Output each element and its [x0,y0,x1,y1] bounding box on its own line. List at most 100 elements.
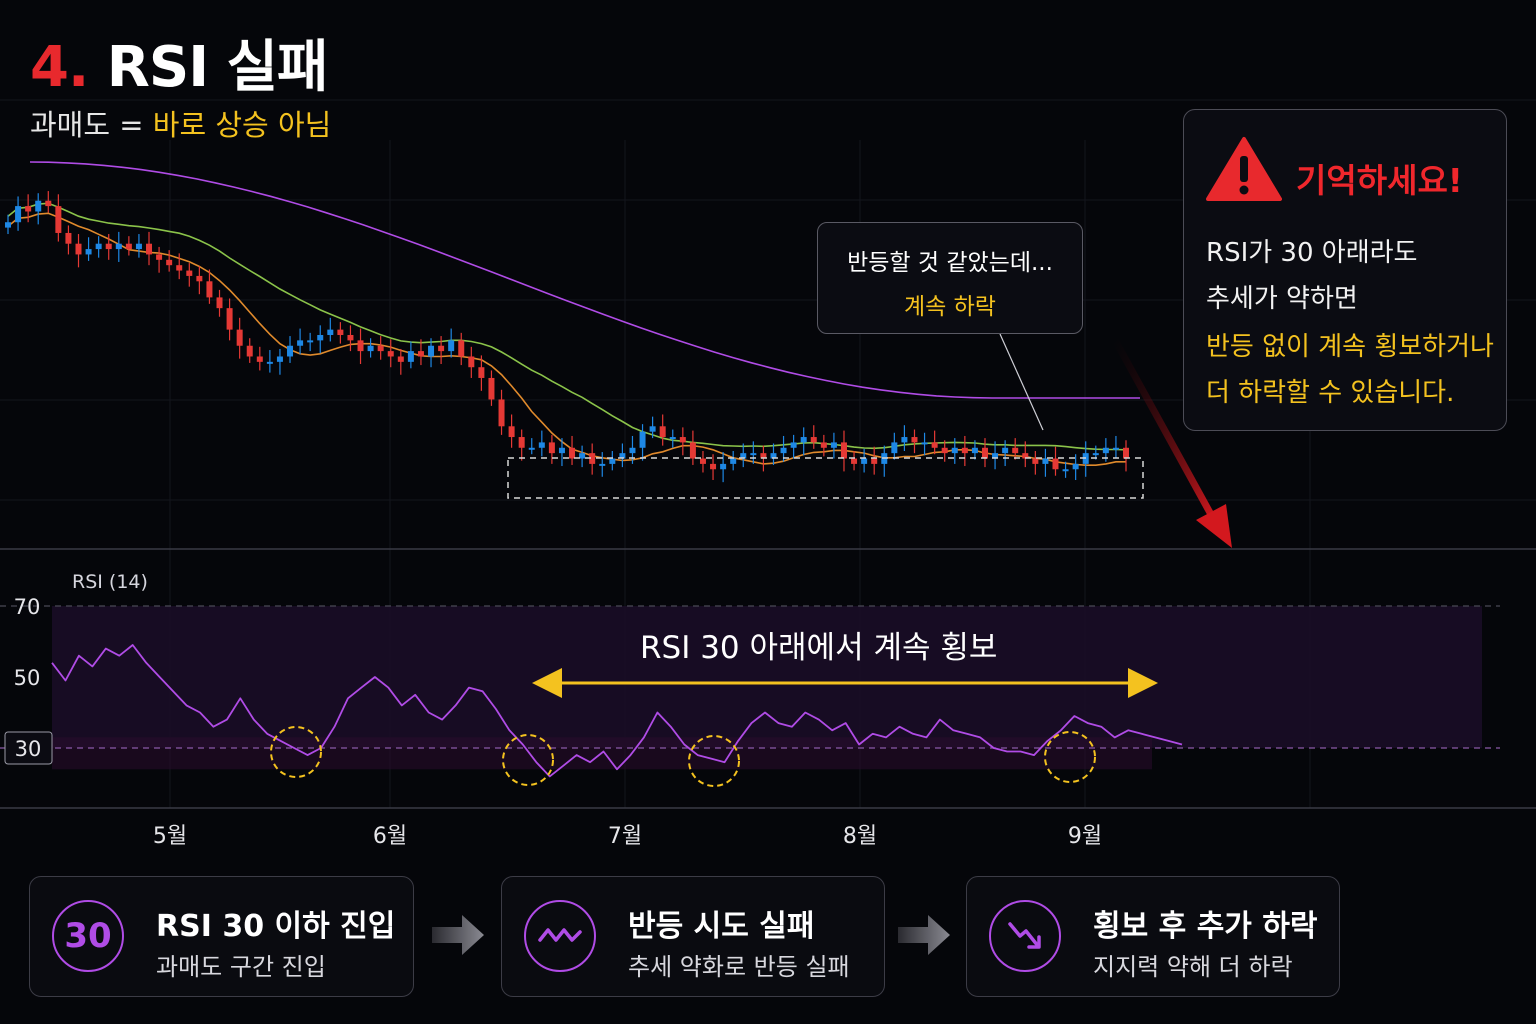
candle [679,427,686,456]
step-card-1: 30 RSI 30 이하 진입 과매도 구간 진입 [29,876,414,997]
rsi-line [51,644,1183,778]
candle [609,451,616,471]
candle [871,446,878,475]
candle [992,441,999,470]
rsi-30-badge [4,731,53,765]
candle [1022,441,1029,468]
candle [689,430,696,465]
candle [55,194,62,242]
candle [730,451,737,471]
candle [740,443,747,468]
candle [357,328,364,364]
candle [1042,448,1049,477]
candle [750,441,757,464]
candle [861,448,868,473]
candle [508,414,515,448]
trend-down-icon [989,900,1061,972]
candle [820,434,827,457]
candle [297,328,304,355]
candle [146,231,153,266]
step-card-3: 횡보 후 추가 하락 지지력 약해 더 하락 [966,876,1340,997]
step-1-title: RSI 30 이하 진입 [156,909,396,944]
candle [45,191,52,213]
candle [468,346,475,378]
candle [85,237,92,261]
step-arrow-2 [898,915,950,955]
x-axis: 5월 6월 7월 8월 9월 [153,824,1102,849]
candle [115,231,122,262]
candle [1082,441,1089,477]
candle [1002,440,1009,467]
candle [417,339,424,366]
candle [639,424,646,461]
down-arrow [1111,338,1218,522]
step-3-title: 횡보 후 추가 하락 [1093,909,1318,944]
candle [458,332,465,366]
oversold-marker [688,735,740,787]
memo-line-1: RSI가 30 아래라도 [1206,238,1418,268]
candle [75,234,82,268]
callout-pointer [999,333,1044,431]
memo-line-3: 반등 없이 계속 횡보하거나 [1206,332,1494,362]
candle [1012,438,1019,460]
candle [166,250,173,272]
candle [186,263,193,287]
candle [448,328,455,358]
candle [810,425,817,449]
candle [387,339,394,368]
candle [770,443,777,465]
candle [1072,454,1079,480]
oversold-marker [270,726,322,778]
candle [246,338,253,363]
candle [579,445,586,468]
candle [800,427,807,456]
candle [176,253,183,280]
zigzag-icon [524,900,596,972]
candle [659,414,666,446]
oversold-marker [1044,731,1096,783]
page-title: 4. RSI 실패 [30,35,329,100]
memo-line-2: 추세가 약하면 [1206,284,1358,314]
callout-line2: 계속 하락 [904,294,996,320]
ma-long-line [29,161,1140,399]
candle [840,430,847,472]
candle [135,234,142,258]
candle [95,236,102,258]
candle [206,269,213,304]
candle [438,336,445,364]
candle [337,322,344,344]
memo-heading: 기억하세요! [1296,161,1463,200]
candle [5,214,11,235]
candle [981,438,988,468]
candle [105,234,112,260]
x-tick-label: 7월 [608,824,642,849]
candle [407,341,414,369]
candle [599,452,606,477]
candle [216,289,223,317]
candle [478,355,485,391]
candle [881,445,888,477]
ma-short-line [7,212,1126,466]
candles [5,191,1129,483]
candle [669,429,676,448]
x-tick-label: 8월 [843,824,877,849]
callout-line1: 반등할 것 같았는데... [847,250,1053,276]
candle [256,346,263,371]
rsi-label: RSI (14) [72,571,148,593]
candle [1032,451,1039,475]
candle [1112,435,1119,459]
candle [921,432,928,456]
candle [125,236,132,256]
step-1-badge: 30 [52,900,124,972]
candle [1052,446,1059,476]
candle [377,336,384,360]
step-2-desc: 추세 약화로 반등 실패 [628,953,850,981]
candle [619,443,626,468]
candle [649,416,656,439]
rsi-annotation: RSI 30 아래에서 계속 횡보 [640,630,998,666]
candle [327,317,334,342]
memo-box: 기억하세요! RSI가 30 아래라도 추세가 약하면 반등 없이 계속 횡보하… [1183,109,1507,431]
candle [518,429,525,461]
oversold-marker [502,734,554,786]
